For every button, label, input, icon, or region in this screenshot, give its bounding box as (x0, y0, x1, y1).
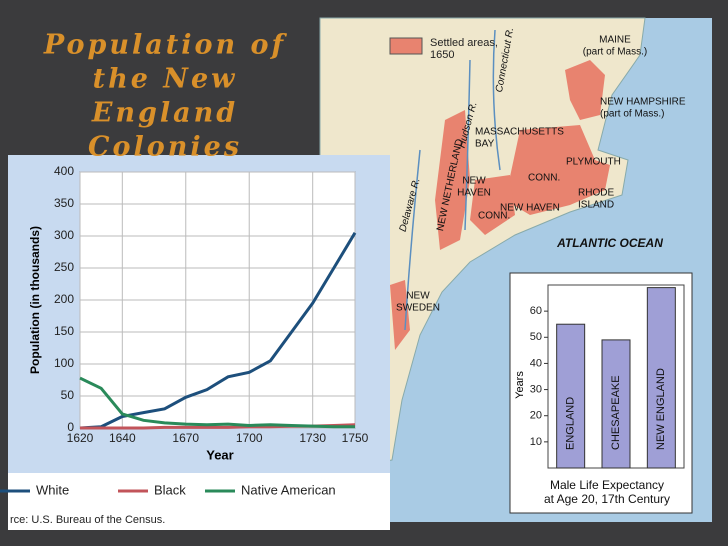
map-label: NEW HAVEN (500, 203, 560, 214)
bar-category-label: CHESAPEAKE (610, 375, 622, 450)
y-tick-label: 200 (54, 292, 74, 306)
bar-category-label: ENGLAND (565, 397, 577, 450)
y-tick-label: 300 (54, 228, 74, 242)
y-axis-label: Population (in thousands) (28, 226, 42, 374)
bar-caption: Male Life Expectancy (550, 478, 664, 492)
bar (601, 339, 631, 469)
map-label: ATLANTIC OCEAN (556, 236, 663, 250)
map-label: RHODE (578, 188, 614, 199)
x-axis-label: Year (206, 447, 233, 462)
map-label: CONN. (478, 211, 510, 222)
map-label: MASSACHUSETTS (475, 127, 564, 138)
map-label: NEW HAMPSHIRE (600, 97, 686, 108)
bar (556, 323, 586, 469)
bar (646, 287, 676, 469)
title-line: Colonies (88, 132, 242, 163)
map-label: SWEDEN (396, 303, 440, 314)
y-tick-label: 100 (54, 356, 74, 370)
map-label: MAINE (599, 35, 631, 46)
map-label: CONN. (528, 173, 560, 184)
x-tick-label: 1750 (342, 431, 369, 445)
bar-caption: at Age 20, 17th Century (544, 492, 670, 506)
y-tick-label: 20 (530, 410, 542, 422)
y-tick-label: 350 (54, 196, 74, 210)
map-label: (part of Mass.) (583, 47, 647, 58)
map-label: HAVEN (457, 188, 491, 199)
y-tick-label: 400 (54, 164, 74, 178)
y-tick-label: 40 (530, 357, 542, 369)
map-legend-text: 1650 (430, 49, 454, 61)
title-line: Population of (43, 30, 288, 61)
river (404, 29, 501, 331)
map-legend-text: Settled areas, (430, 37, 498, 49)
bar-category-label: NEW ENGLAND (655, 368, 667, 450)
settled-area (505, 125, 610, 215)
map-label: NEW (462, 176, 486, 187)
y-tick-label: 50 (61, 388, 75, 402)
map-label: BAY (475, 139, 495, 150)
x-tick-label: 1620 (67, 431, 94, 445)
map-label: PLYMOUTH (566, 157, 621, 168)
y-tick-label: 0 (67, 420, 74, 434)
legend-label: Native American (241, 482, 336, 497)
line-series (79, 376, 355, 429)
title-line: England (91, 98, 238, 129)
map-label: ISLAND (578, 200, 614, 211)
settled-area (435, 110, 470, 250)
map-label: (part of Mass.) (600, 109, 664, 120)
title-line: the New (93, 64, 238, 95)
y-tick-label: 30 (530, 383, 542, 395)
settled-area (565, 60, 605, 120)
y-tick-label: 50 (530, 331, 542, 343)
x-tick-label: 1730 (299, 431, 326, 445)
x-tick-label: 1700 (236, 431, 263, 445)
y-tick-label: 60 (530, 305, 542, 317)
settled-area (390, 280, 410, 350)
settled-area (470, 175, 515, 235)
x-tick-label: 1670 (172, 431, 199, 445)
source: rce: U.S. Bureau of the Census. (10, 514, 165, 526)
y-tick-label: 10 (530, 436, 542, 448)
y-tick-label: 250 (54, 260, 74, 274)
legend-swatch (389, 37, 423, 55)
legend-label: Black (154, 482, 186, 497)
map-label: NEW (406, 291, 430, 302)
y-tick-label: 150 (54, 324, 74, 338)
legend-label: White (36, 482, 69, 497)
x-tick-label: 1640 (109, 431, 136, 445)
y-axis-label: Years (514, 371, 526, 399)
